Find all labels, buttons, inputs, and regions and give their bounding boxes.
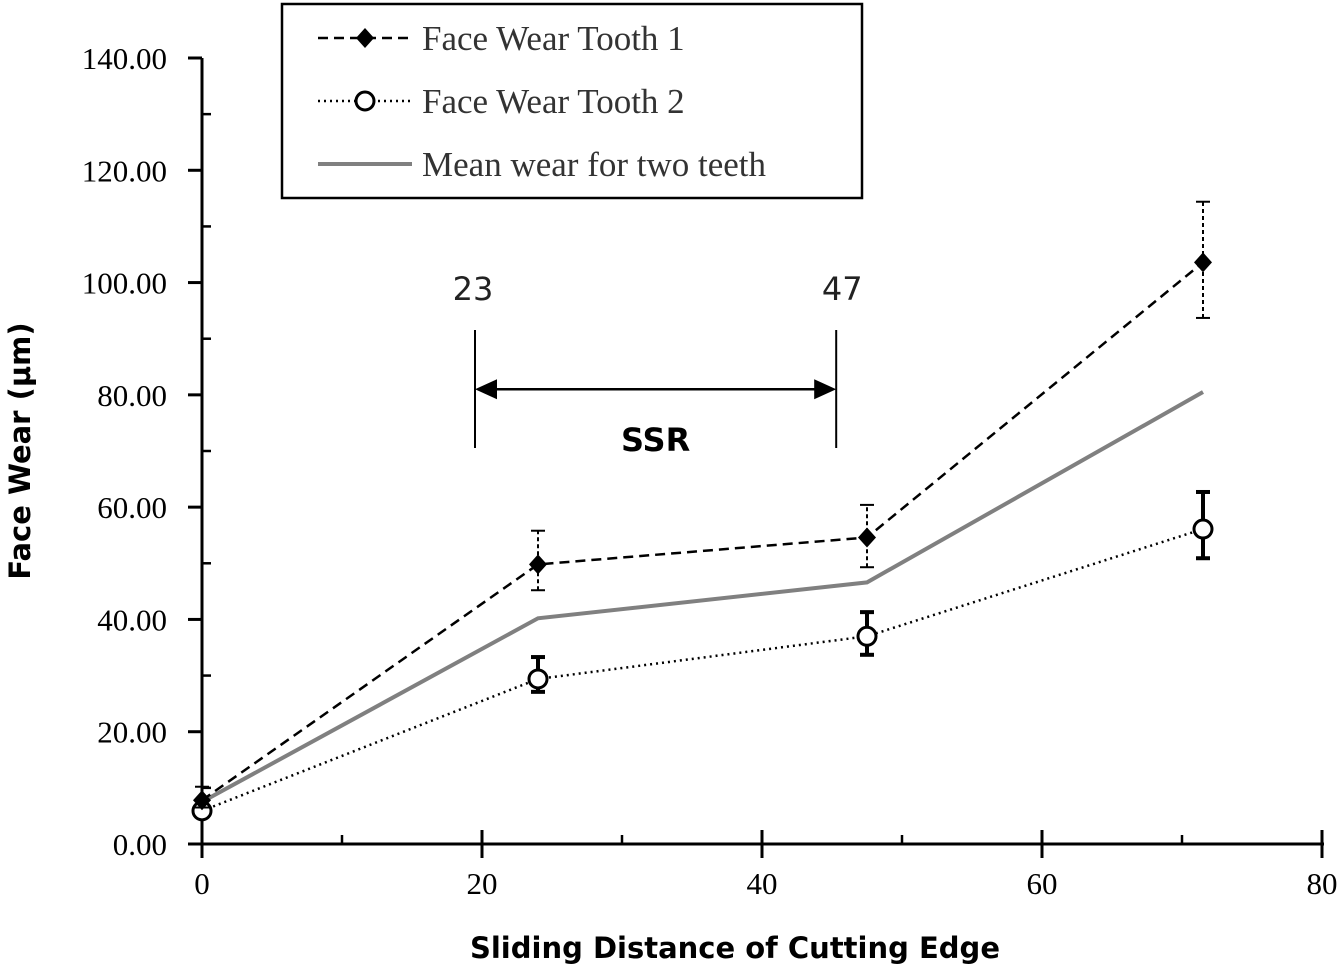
x-tick-label: 40 [747,866,778,901]
diamond-marker [193,790,211,811]
x-tick-label: 80 [1307,866,1338,901]
x-tick-label: 20 [467,866,498,901]
x-tick-label: 60 [1027,866,1058,901]
diamond-marker [356,28,374,48]
circle-marker [1192,518,1214,540]
diamond-marker [1194,252,1212,273]
circle-marker [527,668,549,690]
y-axis-label: Face Wear (µm) [3,322,37,579]
legend: Face Wear Tooth 1 Face Wear Tooth 2 Mean w… [280,2,864,200]
diamond-marker [858,527,876,548]
y-tick-label: 0.00 [113,827,167,862]
y-tick-label: 60.00 [97,490,167,525]
legend-label: Face Wear Tooth 2 [422,82,685,121]
ssr-end-label: 47 [822,270,863,308]
ssr-label: SSR [621,421,690,459]
series-face-wear-tooth-2 [191,489,1214,822]
y-tick-label: 20.00 [97,715,167,750]
x-axis-label: Sliding Distance of Cutting Edge [470,931,1000,965]
circle-marker [856,625,878,647]
x-tick-label: 0 [194,866,210,901]
diamond-marker [529,554,547,575]
y-tick-label: 120.00 [82,153,167,188]
series-line [201,527,1204,813]
legend-label: Face Wear Tooth 1 [422,19,685,58]
series-face-wear-tooth-1 [193,200,1212,811]
y-tick-label: 100.00 [82,266,167,301]
ssr-start-label: 23 [453,270,494,308]
series-mean-wear-for-two-teeth [201,390,1204,804]
y-tick-label: 140.00 [82,41,167,76]
circle-marker [354,90,376,112]
series-line [201,390,1204,804]
y-tick-label: 40.00 [97,602,167,637]
arrow-left-icon [475,379,497,400]
arrow-right-icon [814,379,837,400]
y-tick-label: 80.00 [97,378,167,413]
legend-label: Mean wear for two teeth [422,145,767,184]
